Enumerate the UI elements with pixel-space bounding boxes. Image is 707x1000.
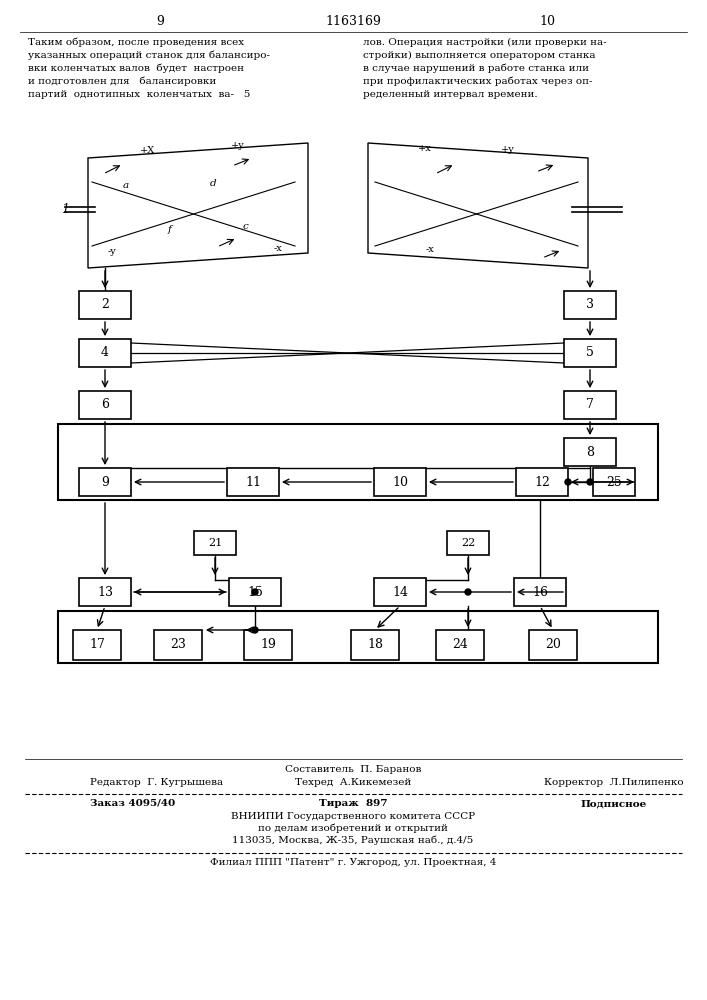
Bar [514,578,566,606]
Bar [58,424,658,500]
Bar [58,611,658,663]
Text: 10: 10 [539,15,555,28]
Text: стройки) выполняется оператором станка: стройки) выполняется оператором станка [363,51,595,60]
Circle shape [252,589,258,595]
Bar [79,468,131,496]
Text: 21: 21 [208,538,222,548]
Text: Тираж  897: Тираж 897 [319,799,387,808]
Text: 1163169: 1163169 [325,15,381,28]
Text: и подготовлен для   балансировки: и подготовлен для балансировки [28,77,216,86]
Bar [516,468,568,496]
Bar [564,291,616,319]
Text: +x: +x [418,144,432,153]
Bar [351,630,399,660]
Text: лов. Операция настройки (или проверки на-: лов. Операция настройки (или проверки на… [363,38,607,47]
Text: 17: 17 [89,639,105,652]
Text: Техред  А.Кикемезей: Техред А.Кикемезей [295,778,411,787]
Text: 20: 20 [545,639,561,652]
Text: при профилактических работах через оп-: при профилактических работах через оп- [363,77,592,86]
Text: 15: 15 [247,585,263,598]
Bar [79,578,131,606]
Circle shape [587,479,593,485]
Text: Подписное: Подписное [581,799,647,808]
Text: Редактор  Г. Кугрышева: Редактор Г. Кугрышева [90,778,223,787]
Text: Таким образом, после проведения всех: Таким образом, после проведения всех [28,37,244,47]
Text: Филиал ППП "Патент" г. Ужгород, ул. Проектная, 4: Филиал ППП "Патент" г. Ужгород, ул. Прое… [210,858,496,867]
Text: 22: 22 [461,538,475,548]
Text: f: f [168,225,172,234]
Text: 11: 11 [245,476,261,488]
Bar [447,531,489,555]
Text: 4: 4 [101,347,109,360]
Text: 9: 9 [156,15,164,28]
Bar [154,630,202,660]
Text: 13: 13 [97,585,113,598]
Circle shape [565,479,571,485]
Text: партий  однотипных  коленчатых  ва-   5: партий однотипных коленчатых ва- 5 [28,90,250,99]
Text: 23: 23 [170,639,186,652]
Text: 19: 19 [260,639,276,652]
Text: 8: 8 [586,446,594,458]
Bar [73,630,121,660]
Circle shape [252,627,258,633]
Text: 24: 24 [452,639,468,652]
Bar [564,438,616,466]
Text: +y: +y [231,141,245,150]
Text: -y: -y [107,247,117,256]
Text: -x: -x [274,244,282,253]
Bar [564,339,616,367]
Bar [79,291,131,319]
Bar [529,630,577,660]
Text: 3: 3 [586,298,594,312]
Text: +y: +y [501,145,515,154]
Text: +X: +X [141,146,156,155]
Bar [229,578,281,606]
Text: 2: 2 [101,298,109,312]
Text: Составитель  П. Баранов: Составитель П. Баранов [285,765,421,774]
Text: 18: 18 [367,639,383,652]
Text: a: a [123,181,129,190]
Text: 14: 14 [392,585,408,598]
Text: 6: 6 [101,398,109,412]
Text: -x: -x [426,245,434,254]
Text: 16: 16 [532,585,548,598]
Text: ределенный интервал времени.: ределенный интервал времени. [363,90,537,99]
Bar [227,468,279,496]
Text: c: c [242,222,248,231]
Text: 9: 9 [101,476,109,488]
Text: вки коленчатых валов  будет  настроен: вки коленчатых валов будет настроен [28,64,244,73]
Text: 113035, Москва, Ж-35, Раушская наб., д.4/5: 113035, Москва, Ж-35, Раушская наб., д.4… [233,836,474,845]
Text: 5: 5 [586,347,594,360]
Text: указанных операций станок для балансиро-: указанных операций станок для балансиро- [28,50,270,60]
Bar [593,468,635,496]
Text: Корректор  Л.Пилипенко: Корректор Л.Пилипенко [544,778,684,787]
Bar [79,339,131,367]
Bar [564,391,616,419]
Bar [194,531,236,555]
Text: 10: 10 [392,476,408,488]
Text: Заказ 4095/40: Заказ 4095/40 [90,799,175,808]
Bar [436,630,484,660]
Bar [79,391,131,419]
Text: по делам изобретений и открытий: по делам изобретений и открытий [258,824,448,833]
Text: 1: 1 [61,203,69,216]
Text: 12: 12 [534,476,550,488]
Bar [244,630,292,660]
Text: d: d [210,179,216,188]
Text: 7: 7 [586,398,594,412]
Text: в случае нарушений в работе станка или: в случае нарушений в работе станка или [363,64,589,73]
Bar [374,578,426,606]
Bar [374,468,426,496]
Text: 25: 25 [606,476,622,488]
Text: ВНИИПИ Государственного комитета СССР: ВНИИПИ Государственного комитета СССР [231,812,475,821]
Circle shape [465,589,471,595]
